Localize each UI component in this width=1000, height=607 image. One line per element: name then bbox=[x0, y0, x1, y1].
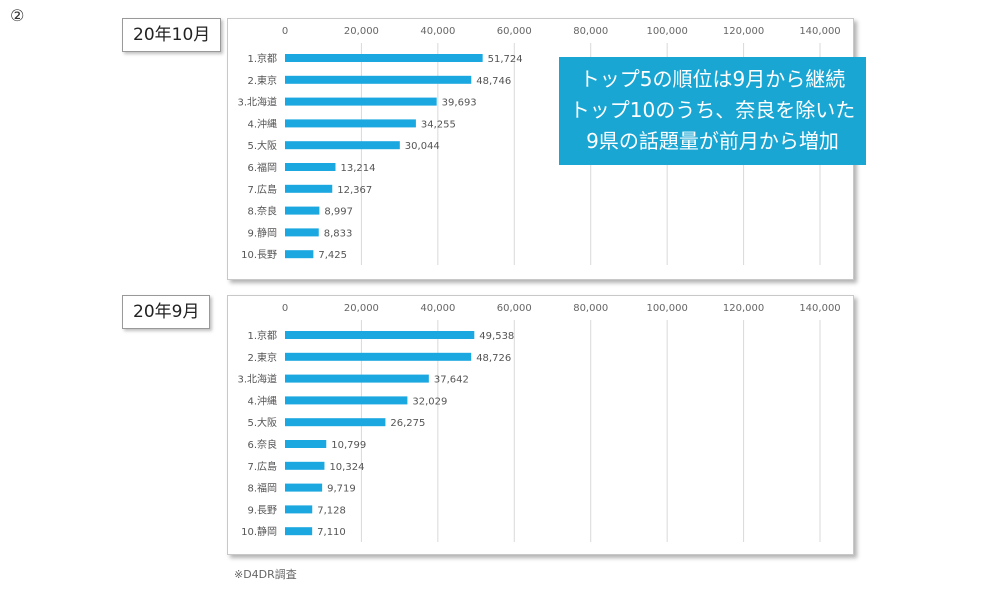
bar bbox=[285, 141, 400, 150]
value-label: 30,044 bbox=[405, 141, 440, 152]
category-label: 5.大阪 bbox=[247, 139, 277, 152]
x-tick-label: 40,000 bbox=[420, 303, 455, 314]
category-label: 8.奈良 bbox=[247, 205, 277, 218]
x-tick-label: 120,000 bbox=[723, 26, 764, 37]
x-tick-label: 0 bbox=[282, 303, 288, 314]
bar bbox=[285, 331, 475, 339]
value-label: 48,726 bbox=[476, 353, 511, 364]
chart-sep: 0 20,000 40,000 60,000 80,000 100,000 120,000 1… bbox=[227, 295, 854, 555]
x-tick-label: 60,000 bbox=[497, 303, 532, 314]
x-tick-label: 140,000 bbox=[799, 303, 840, 314]
category-label: 8.福岡 bbox=[247, 482, 277, 495]
category-label: 6.奈良 bbox=[247, 438, 277, 451]
value-label: 51,724 bbox=[488, 54, 523, 65]
value-label: 49,538 bbox=[479, 331, 514, 342]
bar bbox=[285, 396, 408, 405]
bar bbox=[285, 75, 472, 84]
value-label: 7,128 bbox=[317, 505, 346, 516]
x-tick-label: 20,000 bbox=[344, 26, 379, 37]
bar bbox=[285, 461, 325, 470]
category-label: 3.北海道 bbox=[237, 96, 277, 109]
bar bbox=[285, 250, 314, 259]
bar bbox=[285, 352, 472, 361]
chart-oct-title: 20年10月 bbox=[122, 18, 222, 52]
callout-line-1: トップ5の順位は9月から継続 bbox=[579, 67, 846, 91]
value-label: 7,110 bbox=[317, 527, 346, 538]
chart-sep-title: 20年9月 bbox=[122, 295, 211, 329]
category-label: 4.沖縄 bbox=[247, 117, 277, 130]
category-label: 2.東京 bbox=[247, 74, 277, 87]
category-label: 3.北海道 bbox=[237, 373, 277, 386]
value-label: 7,425 bbox=[318, 250, 347, 261]
value-label: 32,029 bbox=[412, 396, 447, 407]
summary-callout: トップ5の順位は9月から継続 トップ10のうち、奈良を除いた 9県の話題量が前月… bbox=[559, 57, 866, 165]
source-note: ※D4DR調査 bbox=[234, 568, 297, 581]
x-tick-label: 20,000 bbox=[344, 303, 379, 314]
bar bbox=[285, 374, 429, 383]
value-label: 8,833 bbox=[324, 228, 353, 239]
value-label: 8,997 bbox=[324, 207, 353, 218]
bar bbox=[285, 97, 437, 106]
value-label: 26,275 bbox=[390, 418, 425, 429]
category-label: 2.東京 bbox=[247, 351, 277, 364]
value-label: 12,367 bbox=[337, 185, 372, 196]
x-tick-label: 0 bbox=[282, 26, 288, 37]
category-label: 9.長野 bbox=[247, 504, 277, 516]
chart-sep-svg: 0 20,000 40,000 60,000 80,000 100,000 120,000 1… bbox=[237, 303, 841, 542]
callout-line-3: 9県の話題量が前月から増加 bbox=[586, 129, 839, 153]
category-label: 7.広島 bbox=[247, 460, 277, 473]
category-label: 7.広島 bbox=[247, 183, 277, 196]
bar bbox=[285, 119, 416, 128]
x-tick-label: 140,000 bbox=[799, 26, 840, 37]
x-tick-label: 100,000 bbox=[646, 303, 687, 314]
category-label: 6.福岡 bbox=[247, 161, 277, 174]
category-label: 10.長野 bbox=[241, 249, 277, 261]
value-label: 48,746 bbox=[476, 76, 511, 87]
bar bbox=[285, 184, 333, 193]
bar bbox=[285, 440, 327, 448]
x-tick-label: 60,000 bbox=[497, 26, 532, 37]
chart-oct-svg: 0 20,000 40,000 60,000 80,000 100,000 120,000 1… bbox=[237, 26, 841, 265]
category-label: 4.沖縄 bbox=[247, 394, 277, 407]
category-label: 9.静岡 bbox=[247, 226, 277, 239]
value-label: 37,642 bbox=[434, 375, 469, 386]
value-label: 9,719 bbox=[327, 484, 356, 495]
bar bbox=[285, 228, 319, 237]
section-marker: ② bbox=[10, 6, 25, 25]
bar bbox=[285, 163, 336, 171]
bar bbox=[285, 206, 320, 215]
bar bbox=[285, 527, 313, 536]
x-tick-label: 80,000 bbox=[573, 26, 608, 37]
bar bbox=[285, 483, 323, 492]
category-label: 1.京都 bbox=[247, 329, 277, 342]
bar bbox=[285, 418, 386, 427]
value-label: 13,214 bbox=[340, 163, 375, 174]
x-tick-label: 80,000 bbox=[573, 303, 608, 314]
category-label: 1.京都 bbox=[247, 52, 277, 65]
value-label: 10,799 bbox=[331, 440, 366, 451]
category-label: 10.静岡 bbox=[241, 525, 277, 538]
x-tick-label: 120,000 bbox=[723, 303, 764, 314]
x-tick-label: 40,000 bbox=[420, 26, 455, 37]
callout-line-2: トップ10のうち、奈良を除いた bbox=[569, 98, 856, 122]
value-label: 34,255 bbox=[421, 119, 456, 130]
value-label: 39,693 bbox=[442, 98, 477, 109]
category-label: 5.大阪 bbox=[247, 416, 277, 429]
value-label: 10,324 bbox=[329, 462, 364, 473]
x-tick-label: 100,000 bbox=[646, 26, 687, 37]
bar bbox=[285, 54, 483, 62]
bar bbox=[285, 505, 313, 514]
